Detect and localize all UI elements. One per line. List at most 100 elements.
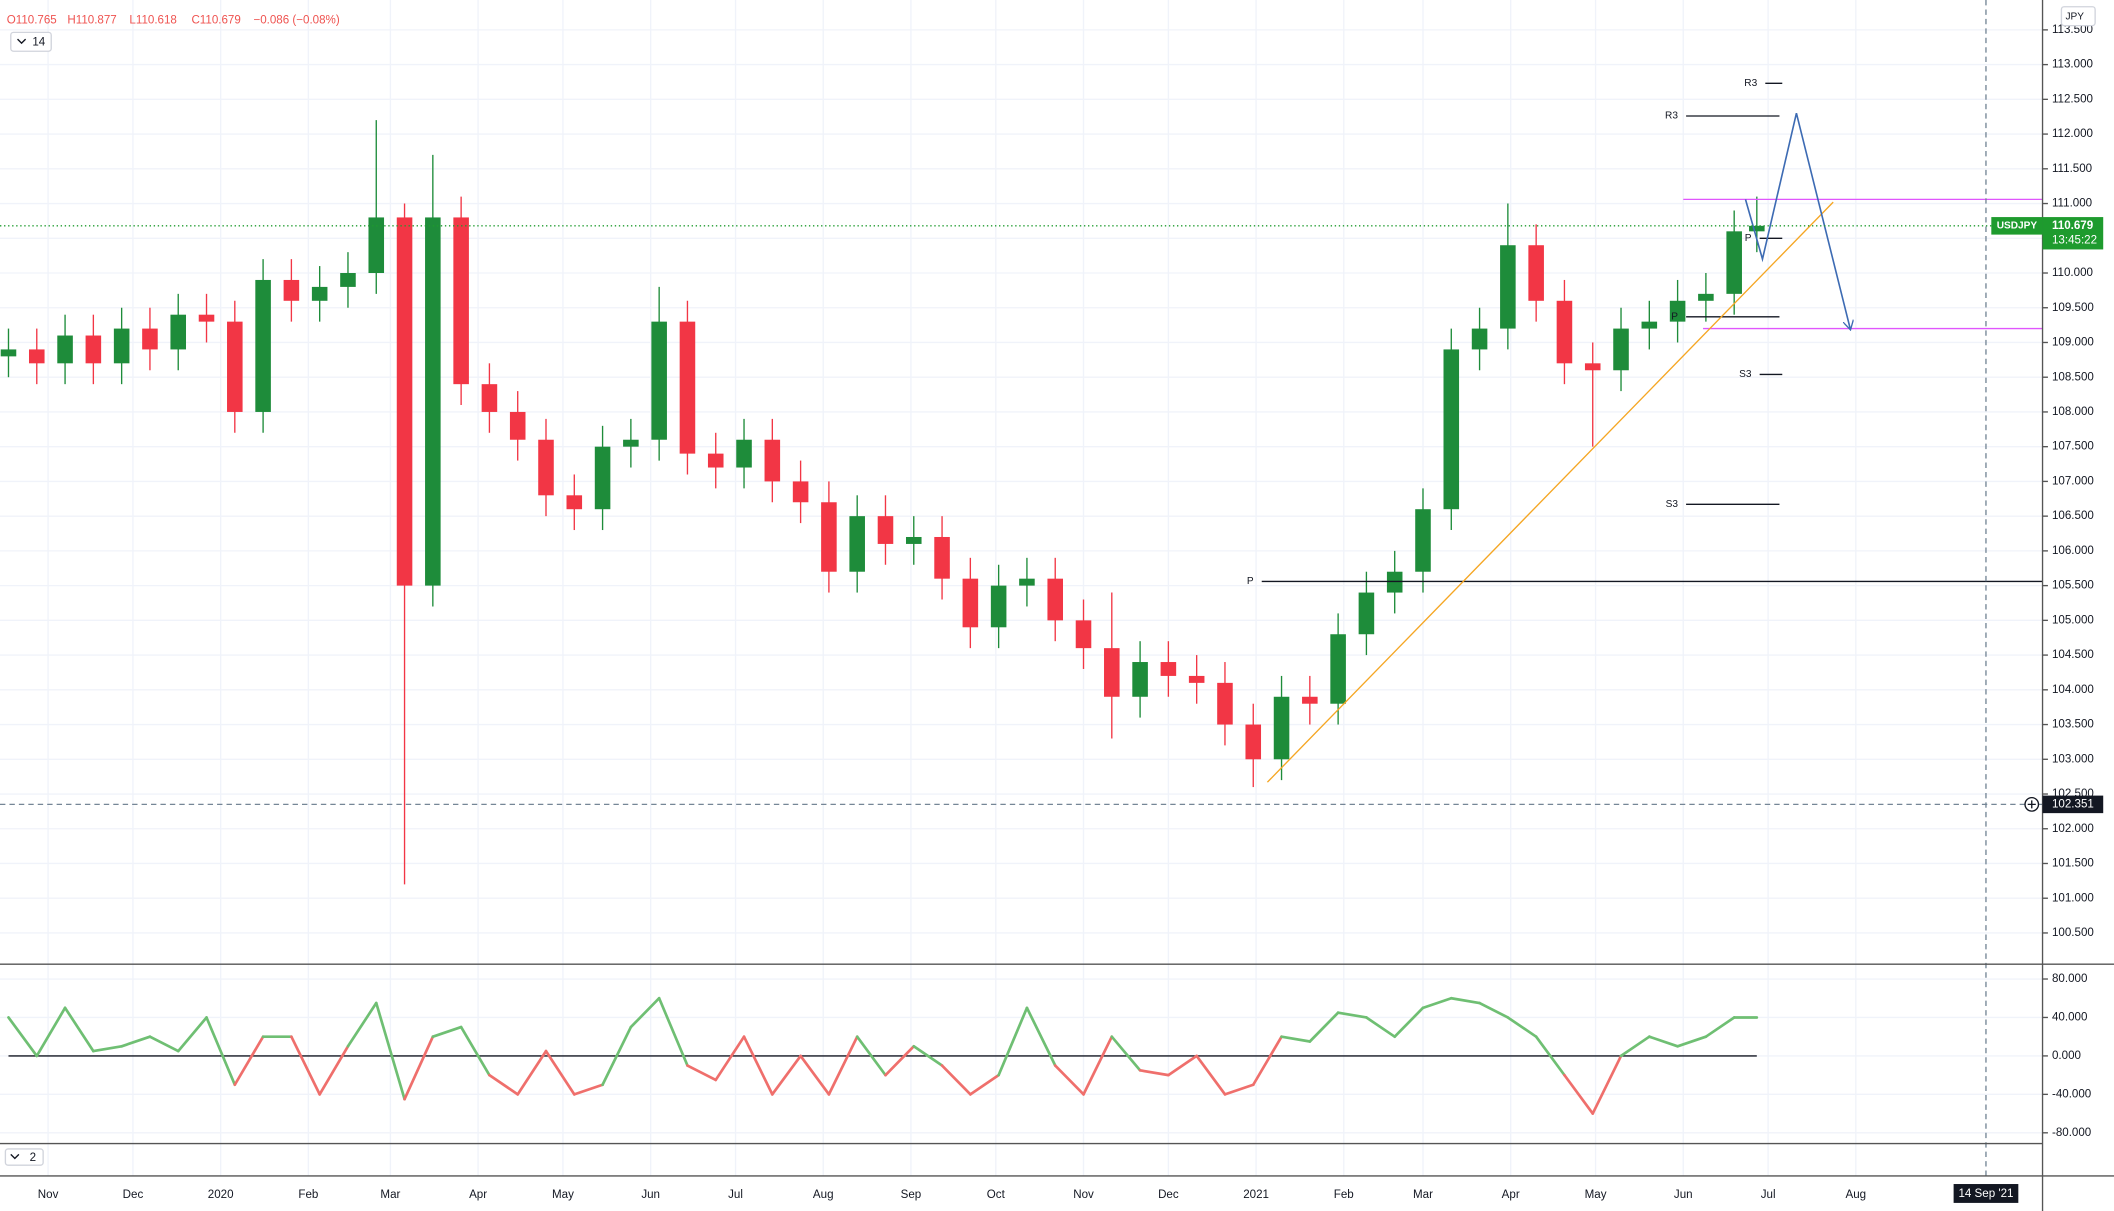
- crosshair-date-tag: [1953, 1184, 2019, 1203]
- candle-body: [1528, 245, 1544, 301]
- ohlc-low: L110.618: [129, 14, 176, 26]
- candle-body: [1273, 696, 1290, 760]
- x-tick-label: Dec: [1158, 1189, 1179, 1201]
- pivot-label: P: [1247, 576, 1254, 587]
- last-price-tag: [2042, 217, 2104, 250]
- oscillator-segment: [1167, 1054, 1199, 1077]
- oscillator-segment: [997, 1006, 1029, 1077]
- y-tick-label: 110.000: [2052, 267, 2093, 279]
- x-tick-label: 2021: [1243, 1189, 1269, 1201]
- pane-label-box[interactable]: [4, 1148, 44, 1166]
- oscillator-segment: [205, 1016, 237, 1087]
- oscillator-segment: [686, 1064, 718, 1082]
- oscillator-segment: [35, 1006, 67, 1058]
- y-tick-label: 112.000: [2052, 128, 2093, 140]
- oscillator-segment: [799, 1054, 831, 1096]
- x-tick-label: Apr: [469, 1189, 487, 1201]
- oscillator-segment: [1195, 1054, 1227, 1096]
- candle-body: [311, 286, 328, 301]
- oscillator-segment: [1421, 996, 1453, 1010]
- candle-body: [170, 314, 187, 350]
- y-tick-label: 113.500: [2052, 24, 2093, 36]
- candle-body: [990, 585, 1007, 628]
- oscillator-segment: [176, 1016, 208, 1053]
- x-tick-label: Feb: [298, 1189, 318, 1201]
- oscillator-segment: [1619, 1035, 1651, 1058]
- oscillator-segment: [770, 1054, 802, 1096]
- oscillator-segment: [940, 1064, 972, 1096]
- y-tick-label: -40.000: [2052, 1088, 2091, 1100]
- candle-body: [1749, 225, 1765, 232]
- oscillator-segment: [1704, 1016, 1736, 1039]
- oscillator-segment: [1082, 1035, 1114, 1096]
- crosshair-price-label: 102.351: [2052, 798, 2094, 810]
- candle-body: [481, 384, 498, 412]
- y-tick-label: 80.000: [2052, 973, 2087, 985]
- candle-body: [1556, 300, 1573, 364]
- oscillator-segment: [431, 1025, 463, 1039]
- symbol-label: USDJPY: [1997, 221, 2038, 232]
- pivot-label: R3: [1665, 111, 1678, 122]
- y-tick-label: 101.500: [2052, 858, 2094, 870]
- ohlc-high: H110.877: [67, 14, 116, 26]
- candle-body: [1217, 682, 1233, 725]
- oscillator-segment: [714, 1035, 746, 1082]
- pivot-label: S3: [1739, 369, 1752, 380]
- countdown-label: 13:45:22: [2052, 235, 2097, 247]
- x-tick-label: Sep: [901, 1189, 922, 1201]
- candle-body: [509, 411, 526, 440]
- y-tick-label: 107.000: [2052, 475, 2094, 487]
- pivot-label: R3: [1744, 78, 1757, 89]
- candle-body: [57, 335, 73, 364]
- candle-body: [1075, 620, 1092, 649]
- symbol-tag: [1991, 217, 2043, 235]
- ohlc-change: −0.086 (−0.08%): [253, 14, 339, 26]
- candle-body: [707, 453, 724, 468]
- candle-body: [198, 314, 215, 322]
- x-tick-label: Mar: [380, 1189, 400, 1201]
- candle-body: [821, 502, 837, 572]
- candle-body: [0, 349, 17, 357]
- candle-body: [1330, 634, 1346, 704]
- candle-body: [396, 217, 413, 586]
- candle-body: [1104, 648, 1120, 697]
- candle-body: [877, 516, 894, 544]
- oscillator-segment: [120, 1035, 152, 1048]
- oscillator-segment: [148, 1035, 180, 1053]
- pivot-label: S3: [1666, 499, 1679, 510]
- candle-body: [283, 279, 300, 301]
- candle-body: [1726, 231, 1742, 294]
- oscillator-segment: [657, 996, 689, 1067]
- oscillator-segment: [1365, 1016, 1397, 1039]
- y-tick-label: 102.000: [2052, 823, 2094, 835]
- currency-box[interactable]: [2060, 6, 2096, 27]
- oscillator-segment: [403, 1035, 435, 1101]
- oscillator-segment: [629, 996, 661, 1029]
- plot-layer: R3 R3 P P S3 S3 P: [0, 0, 2043, 1176]
- axis-layer: Nov Dec 2020 Feb Mar Apr May Jun Jul Aug Sep Oct Nov…: [38, 24, 2104, 1203]
- y-tick-label: 105.500: [2052, 580, 2094, 592]
- candle-body: [764, 439, 781, 482]
- candle-body: [1443, 349, 1460, 510]
- oscillator-segment: [544, 1049, 576, 1096]
- oscillator-segment: [346, 1001, 378, 1048]
- oscillator-segment: [601, 1025, 633, 1087]
- candle-body: [651, 321, 667, 440]
- candle-body: [962, 578, 979, 628]
- y-tick-label: 108.500: [2052, 371, 2094, 383]
- currency-label: JPY: [2065, 12, 2084, 23]
- y-tick-label: 106.500: [2052, 510, 2094, 522]
- candle-body: [849, 516, 865, 572]
- y-tick-label: 109.000: [2052, 337, 2094, 349]
- x-tick-label: Dec: [123, 1189, 144, 1201]
- interval-box[interactable]: [10, 31, 52, 52]
- oscillator-segment: [233, 1035, 265, 1087]
- oscillator-segment: [1563, 1073, 1595, 1115]
- y-tick-label: 104.500: [2052, 649, 2094, 661]
- oscillator-segment: [1506, 1016, 1538, 1039]
- oscillator-segment: [572, 1083, 604, 1096]
- oscillator-segment: [1223, 1083, 1255, 1096]
- oscillator-segment: [1591, 1054, 1623, 1115]
- trend-line: [1266, 201, 1834, 783]
- oscillator-segment: [7, 1016, 39, 1058]
